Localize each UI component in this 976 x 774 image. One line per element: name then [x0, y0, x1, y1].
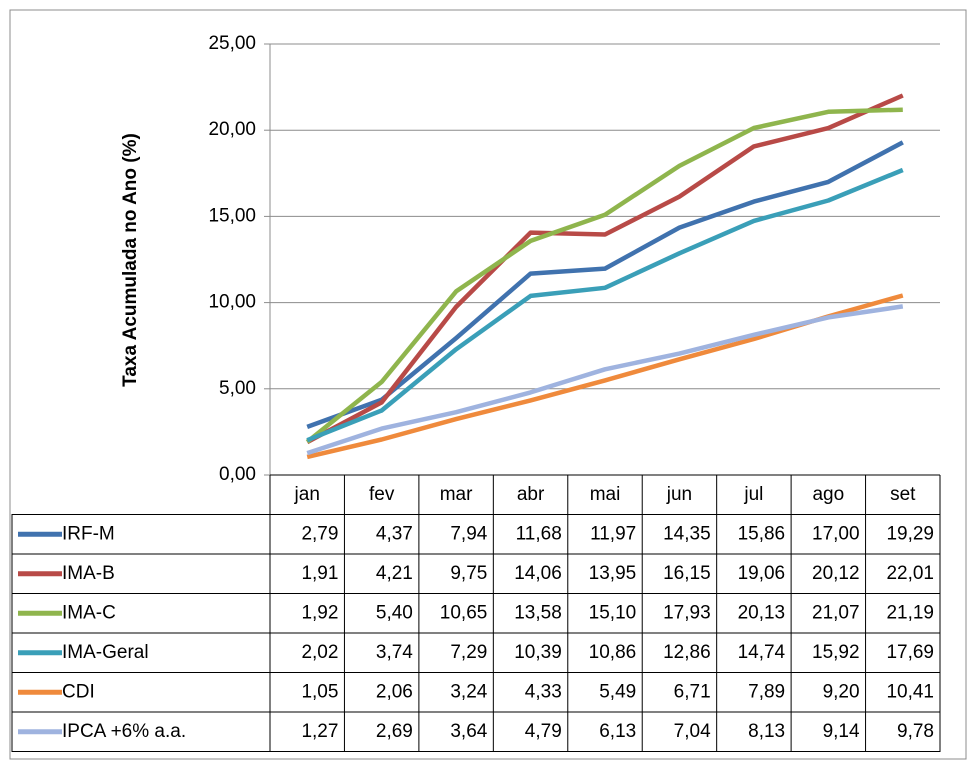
table-value: 1,05: [301, 681, 338, 702]
table-value: 6,13: [599, 721, 636, 742]
table-value: 3,74: [376, 642, 413, 663]
table-value: 2,69: [376, 721, 413, 742]
y-tick-label: 15,00: [208, 205, 256, 226]
table-value: 7,94: [450, 523, 487, 544]
table-value: 3,64: [450, 721, 487, 742]
table-value: 9,20: [823, 681, 860, 702]
table-value: 22,01: [886, 563, 934, 584]
table-value: 21,07: [812, 602, 860, 623]
x-tick-label: jun: [666, 484, 692, 505]
table-value: 7,89: [748, 681, 785, 702]
series-line: [306, 93, 904, 445]
y-tick-label: 20,00: [208, 119, 256, 140]
table-value: 20,12: [812, 563, 860, 584]
y-tick-label: 5,00: [219, 378, 256, 399]
table-value: 10,41: [886, 681, 934, 702]
y-axis-title: Taxa Acumulada no Ano (%): [120, 133, 141, 387]
table-value: 13,58: [514, 602, 562, 623]
table-value: 20,13: [738, 602, 786, 623]
table-value: 17,00: [812, 523, 860, 544]
legend-label: CDI: [62, 681, 95, 702]
x-tick-label: set: [890, 484, 916, 505]
table-value: 1,91: [301, 563, 338, 584]
series-line: [306, 304, 904, 456]
table-value: 16,15: [663, 563, 711, 584]
legend-label: IPCA +6% a.a.: [62, 721, 186, 742]
table-value: 4,37: [376, 523, 413, 544]
table-value: 14,06: [514, 563, 562, 584]
y-tick-label: 10,00: [208, 292, 256, 313]
table-value: 8,13: [748, 721, 785, 742]
table-value: 21,19: [886, 602, 934, 623]
table-value: 11,68: [516, 523, 562, 544]
table-value: 7,29: [450, 642, 487, 663]
table-value: 15,92: [812, 642, 860, 663]
table-value: 1,92: [301, 602, 338, 623]
x-tick-label: jul: [743, 484, 763, 505]
legend-label: IMA-C: [62, 602, 116, 623]
table-value: 4,21: [376, 563, 413, 584]
table-value: 1,27: [301, 721, 338, 742]
y-tick-label: 0,00: [219, 464, 256, 485]
table-value: 2,79: [301, 523, 338, 544]
x-tick-label: mar: [440, 484, 473, 505]
table-value: 3,24: [450, 681, 487, 702]
table-value: 15,10: [589, 602, 637, 623]
table-value: 11,97: [590, 523, 636, 544]
table-value: 9,75: [450, 563, 487, 584]
table-value: 13,95: [589, 563, 637, 584]
series-line: [306, 140, 904, 430]
table-value: 5,49: [599, 681, 636, 702]
table-value: 19,06: [738, 563, 786, 584]
series-line: [306, 167, 904, 443]
table-value: 14,74: [738, 642, 786, 663]
table-value: 17,93: [663, 602, 711, 623]
table-value: 9,14: [823, 721, 860, 742]
x-tick-label: ago: [812, 484, 844, 505]
legend-label: IMA-Geral: [62, 642, 149, 663]
table-value: 10,39: [514, 642, 562, 663]
table-value: 10,65: [440, 602, 488, 623]
table-value: 19,29: [886, 523, 934, 544]
table-value: 5,40: [376, 602, 413, 623]
table-value: 7,04: [674, 721, 711, 742]
series-line: [305, 107, 903, 444]
table-value: 9,78: [897, 721, 934, 742]
table-value: 12,86: [663, 642, 711, 663]
table-value: 17,69: [886, 642, 934, 663]
table-value: 14,35: [663, 523, 711, 544]
table-value: 15,86: [738, 523, 786, 544]
table-value: 4,33: [525, 681, 562, 702]
table-value: 2,02: [301, 642, 338, 663]
x-tick-label: mai: [590, 484, 621, 505]
table-value: 10,86: [589, 642, 637, 663]
x-tick-label: abr: [517, 484, 545, 505]
table-value: 2,06: [376, 681, 413, 702]
legend-label: IRF-M: [62, 523, 115, 544]
x-tick-label: jan: [294, 484, 320, 505]
table-value: 6,71: [674, 681, 711, 702]
legend-label: IMA-B: [62, 563, 115, 584]
x-tick-label: fev: [369, 484, 395, 505]
y-tick-label: 25,00: [208, 33, 256, 54]
table-value: 4,79: [525, 721, 562, 742]
